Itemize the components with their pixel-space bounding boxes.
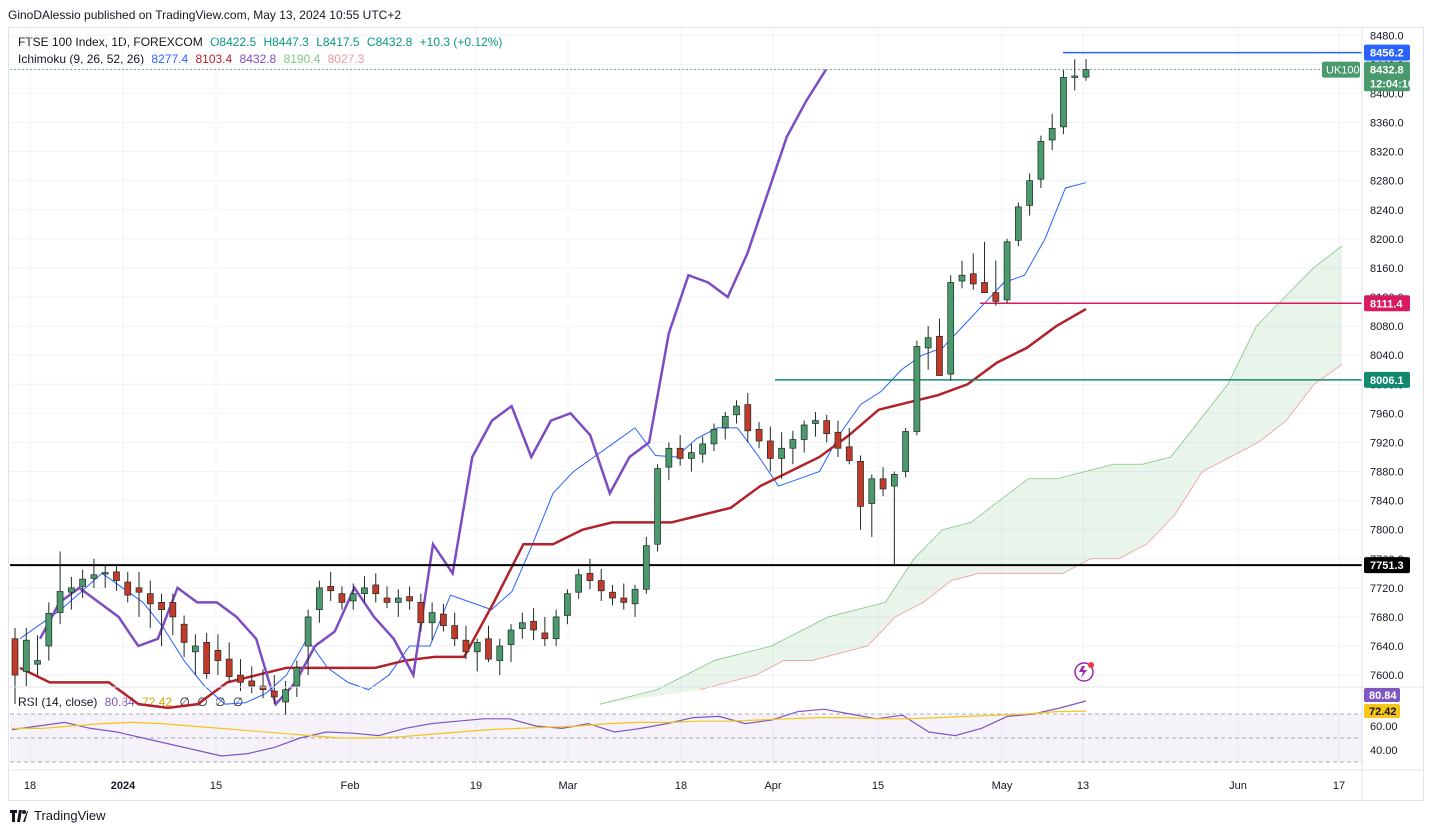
chikou-value: 8432.8	[239, 52, 277, 66]
rsi-legend[interactable]: RSI (14, close) 80.84 72.42 ∅ ∅ ∅ ∅	[18, 695, 247, 709]
ohlc-high: H8447.3	[263, 35, 309, 49]
chart-frame	[8, 27, 1424, 801]
rsi-label: RSI (14, close)	[18, 695, 98, 709]
symbol-legend[interactable]: FTSE 100 Index, 1D, FOREXCOM O8422.5 H84…	[18, 35, 506, 49]
rsi-empty-1: ∅	[179, 695, 190, 709]
ohlc-change: +10.3 (+0.12%)	[419, 35, 503, 49]
tradingview-logo-icon	[10, 809, 28, 822]
senkou-b-value: 8027.3	[327, 52, 365, 66]
ohlc-close: C8432.8	[366, 35, 413, 49]
ohlc-low: L8417.5	[316, 35, 360, 49]
tenkan-value: 8277.4	[151, 52, 189, 66]
symbol-name: FTSE 100 Index, 1D, FOREXCOM	[18, 35, 203, 49]
footer-brand-text: TradingView	[34, 808, 106, 823]
senkou-a-value: 8190.4	[283, 52, 321, 66]
ichimoku-label: Ichimoku (9, 26, 52, 26)	[18, 52, 145, 66]
rsi-value: 80.84	[104, 695, 135, 709]
rsi-empty-3: ∅	[215, 695, 226, 709]
kijun-value: 8103.4	[195, 52, 233, 66]
footer-brand[interactable]: TradingView	[10, 808, 106, 823]
publish-header: GinoDAlessio published on TradingView.co…	[8, 8, 402, 22]
rsi-empty-4: ∅	[232, 695, 244, 709]
rsi-empty-2: ∅	[197, 695, 208, 709]
ohlc-open: O8422.5	[210, 35, 257, 49]
ichimoku-legend[interactable]: Ichimoku (9, 26, 52, 26) 8277.4 8103.4 8…	[18, 52, 368, 66]
rsi-ma-value: 72.42	[142, 695, 173, 709]
